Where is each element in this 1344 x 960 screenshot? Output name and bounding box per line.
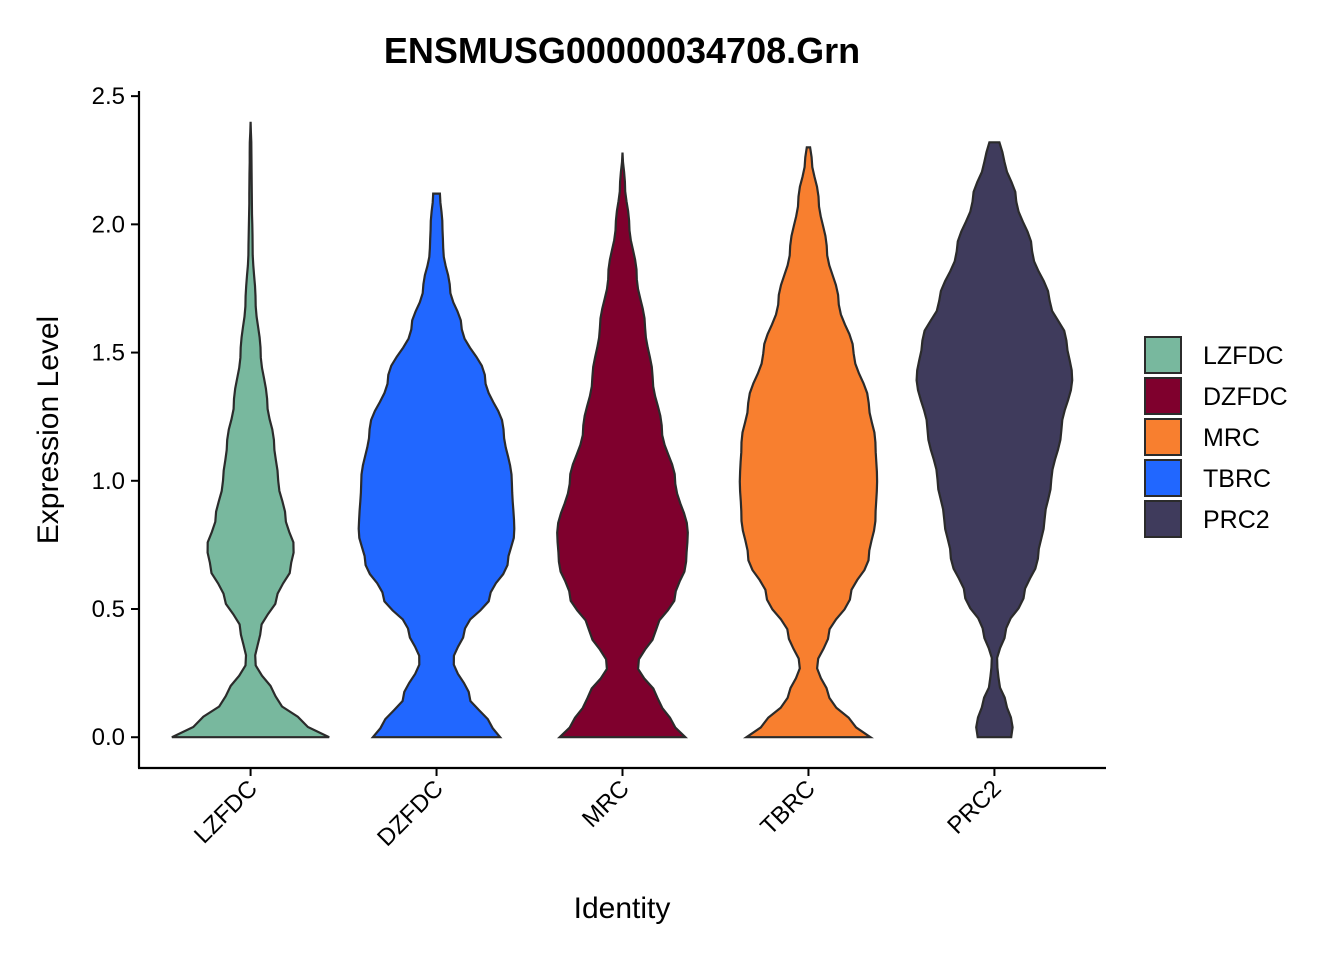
y-axis-title: Expression Level <box>32 316 65 544</box>
legend-label: MRC <box>1203 424 1260 452</box>
violin-mrc <box>556 152 689 739</box>
x-tick-label: MRC <box>577 775 635 833</box>
violin-tbrc <box>738 146 879 739</box>
y-tick-label: 2.5 <box>92 83 125 110</box>
x-axis-title: Identity <box>574 892 671 925</box>
y-tick-label: 1.0 <box>92 468 125 495</box>
y-tick-label: 0.0 <box>92 724 125 751</box>
legend-label: DZFDC <box>1203 383 1288 411</box>
violin-lzfdc <box>171 121 330 739</box>
legend-swatch <box>1144 500 1182 538</box>
y-tick-label: 0.5 <box>92 596 125 623</box>
legend-swatch <box>1144 418 1182 456</box>
legend-label: PRC2 <box>1203 506 1270 534</box>
y-axis-ticks: 0.0 0.5 1.0 1.5 2.0 2.5 <box>92 83 139 751</box>
violin-prc2 <box>915 141 1074 739</box>
y-tick-label: 2.0 <box>92 211 125 238</box>
legend: LZFDC DZFDC MRC TBRC PRC2 <box>1144 336 1288 538</box>
legend-label: LZFDC <box>1203 342 1284 370</box>
legend-label: TBRC <box>1203 465 1271 493</box>
legend-swatch <box>1144 336 1182 374</box>
legend-swatch <box>1144 459 1182 497</box>
violin-dzfdc <box>357 192 516 739</box>
plot-area <box>171 121 1074 739</box>
x-tick-label: PRC2 <box>942 775 1006 839</box>
y-tick-label: 1.5 <box>92 340 125 367</box>
x-tick-label: LZFDC <box>189 775 263 849</box>
x-tick-label: TBRC <box>755 775 820 840</box>
legend-swatch <box>1144 377 1182 415</box>
chart-title: ENSMUSG00000034708.Grn <box>384 30 860 71</box>
x-tick-label: DZFDC <box>372 775 449 852</box>
x-axis-ticks: LZFDC DZFDC MRC TBRC PRC2 <box>189 768 1007 852</box>
